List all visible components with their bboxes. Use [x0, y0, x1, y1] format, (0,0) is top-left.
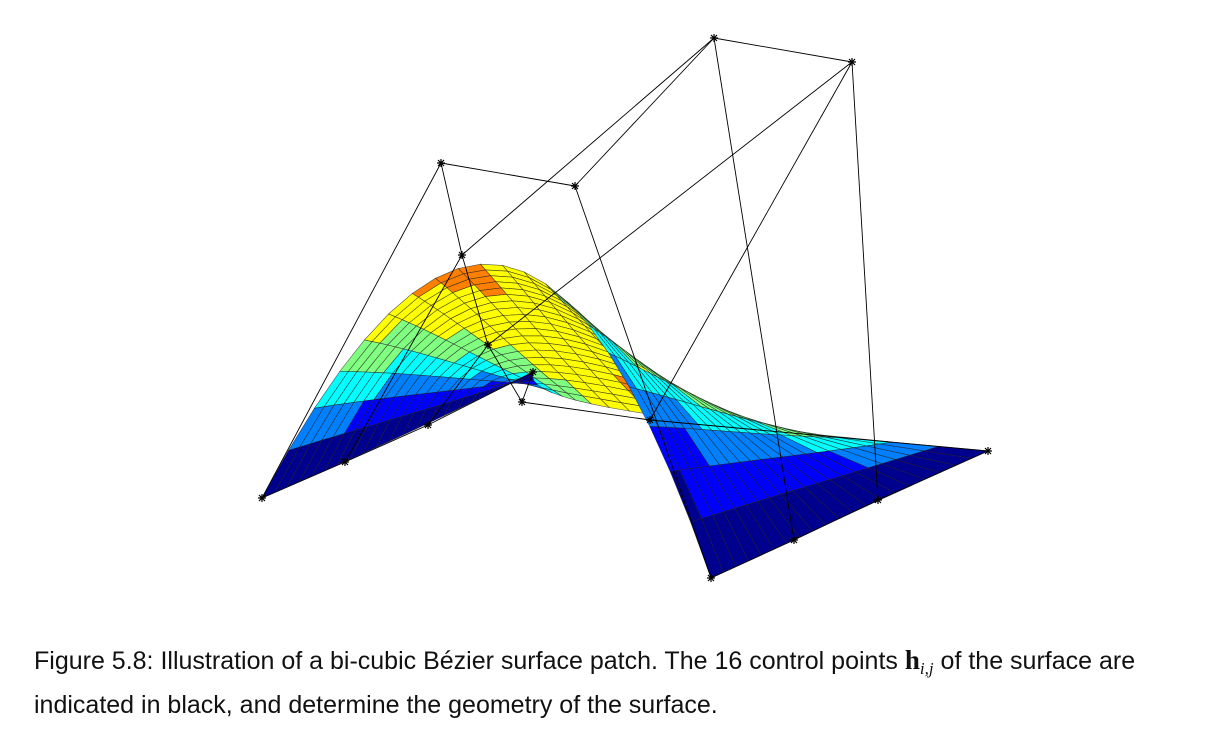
control-net-edge [261, 461, 346, 499]
caption-label: Figure 5.8: [34, 647, 154, 675]
control-net-edge [521, 371, 534, 403]
control-net-edge [713, 37, 853, 63]
control-net-edge [427, 344, 489, 426]
control-point-subscript: i,j [919, 659, 934, 678]
bezier-surface-patch [261, 263, 990, 579]
control-net-edge [487, 344, 523, 403]
control-point-marker [518, 398, 526, 406]
control-net-edge [440, 162, 463, 256]
control-point-marker [984, 447, 992, 455]
caption-text-after: of the surface are indicated in black, a… [34, 647, 1136, 719]
control-point-marker [874, 496, 882, 504]
control-point-symbol: h [904, 645, 920, 675]
control-net-edge [261, 162, 442, 499]
control-point-marker [707, 574, 715, 582]
control-net-edge [461, 254, 489, 346]
control-point-marker [529, 368, 537, 376]
caption-text-before: Illustration of a bi-cubic Bézier surfac… [160, 647, 898, 675]
control-net-edge [574, 185, 712, 579]
control-net-edge [344, 254, 463, 463]
control-point-marker [258, 494, 266, 502]
bezier-surface-figure [258, 34, 992, 582]
control-point-marker [458, 251, 466, 259]
control-net-edge [713, 37, 795, 541]
control-point-marker [341, 458, 349, 466]
control-point-marker [646, 416, 654, 424]
control-net-edge [851, 61, 879, 501]
control-net-edge [344, 424, 429, 463]
control-net-edge [440, 162, 576, 187]
control-net-edge [877, 450, 989, 501]
figure-caption: Figure 5.8: Illustration of a bi-cubic B… [34, 642, 1209, 724]
control-net-edge [521, 401, 651, 421]
control-point-marker [571, 182, 579, 190]
control-net-edge [487, 61, 853, 346]
control-net-edge [649, 419, 989, 452]
control-point-marker [437, 159, 445, 167]
control-point-marker [484, 341, 492, 349]
control-net-edge [710, 539, 795, 579]
control-net [258, 34, 992, 582]
control-net-edge [461, 37, 715, 256]
control-point-marker [710, 34, 718, 42]
control-net-edge [649, 61, 853, 421]
control-net-edge [793, 499, 879, 541]
control-point-marker [790, 536, 798, 544]
control-point-marker [848, 58, 856, 66]
control-net-edge [427, 371, 534, 426]
control-point-marker [424, 421, 432, 429]
control-net-edge [574, 37, 715, 187]
